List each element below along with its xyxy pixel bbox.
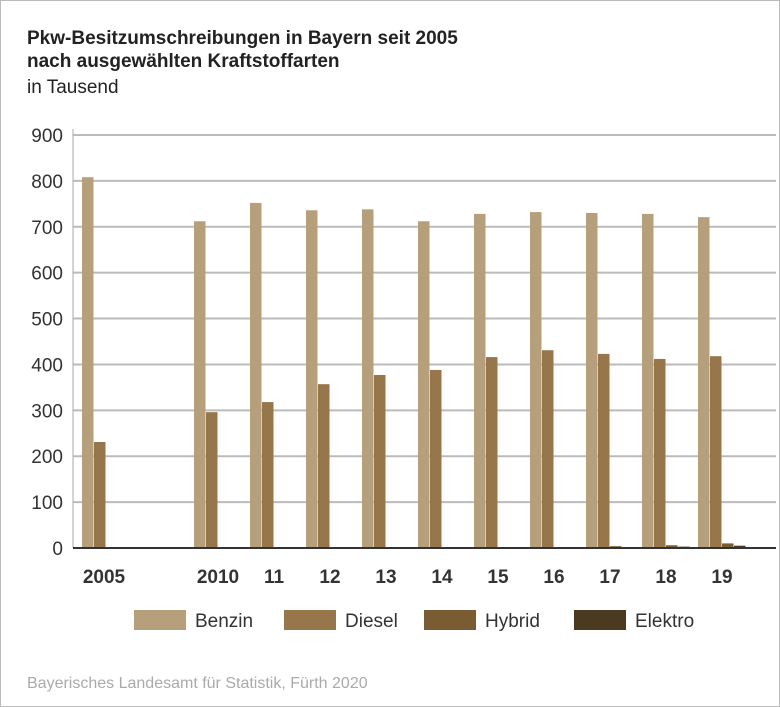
bar-diesel-16	[542, 350, 554, 548]
y-tick-label: 200	[31, 447, 63, 468]
bar-benzin-19	[698, 217, 710, 548]
legend-swatch-hybrid	[424, 610, 476, 630]
legend-label-elektro: Elektro	[635, 611, 694, 632]
y-tick-label: 100	[31, 493, 63, 514]
y-tick-label: 400	[31, 355, 63, 376]
y-tick-label: 500	[31, 310, 63, 331]
bar-benzin-11	[250, 202, 262, 548]
bar-hybrid-18	[666, 545, 678, 548]
bar-diesel-18	[654, 358, 666, 548]
bar-benzin-13	[362, 209, 374, 548]
y-tick-label: 800	[31, 172, 63, 193]
y-tick-label: 700	[31, 218, 63, 239]
chart-title: Pkw-Besitzumschreibungen in Bayern seit …	[27, 28, 458, 72]
bar-diesel-12	[318, 384, 330, 548]
bar-hybrid-19	[722, 543, 734, 548]
x-tick-label: 14	[431, 567, 453, 588]
bar-benzin-12	[306, 210, 318, 548]
x-tick-label: 11	[264, 567, 285, 588]
x-tick-label: 13	[375, 567, 396, 588]
chart-unit: in Tausend	[27, 77, 119, 98]
bar-diesel-2010	[206, 412, 218, 548]
bar-benzin-15	[474, 213, 486, 548]
y-tick-label: 900	[31, 126, 63, 147]
legend-label-hybrid: Hybrid	[485, 611, 540, 632]
x-tick-label: 15	[487, 567, 509, 588]
x-tick-label: 16	[543, 567, 564, 588]
bar-benzin-18	[642, 213, 654, 548]
x-tick-label: 2005	[83, 567, 126, 588]
bar-benzin-16	[530, 212, 542, 549]
x-tick-label: 2010	[197, 567, 239, 588]
legend-label-benzin: Benzin	[195, 611, 253, 632]
bar-diesel-15	[486, 357, 498, 548]
x-tick-label: 17	[599, 567, 620, 588]
bar-benzin-2010	[194, 221, 206, 548]
bar-benzin-14	[418, 221, 430, 548]
legend-swatch-diesel	[284, 610, 336, 630]
source-note: Bayerisches Landesamt für Statistik, Für…	[27, 675, 368, 692]
legend-swatch-benzin	[134, 610, 186, 630]
bar-diesel-2005	[94, 441, 106, 548]
bar-diesel-17	[598, 353, 610, 548]
x-tick-label: 12	[319, 567, 340, 588]
bar-diesel-11	[262, 402, 274, 548]
x-tick-label: 18	[655, 567, 676, 588]
bar-benzin-2005	[82, 177, 94, 548]
bar-diesel-13	[374, 374, 386, 548]
bar-diesel-19	[710, 356, 722, 548]
legend-label-diesel: Diesel	[345, 611, 398, 632]
bar-benzin-17	[586, 213, 598, 548]
bar-elektro-19	[734, 545, 746, 548]
bar-diesel-14	[430, 369, 442, 548]
y-tick-label: 300	[31, 401, 63, 422]
legend-swatch-elektro	[574, 610, 626, 630]
x-tick-label: 19	[711, 567, 732, 588]
y-tick-label: 0	[52, 539, 63, 560]
y-tick-label: 600	[31, 264, 63, 285]
